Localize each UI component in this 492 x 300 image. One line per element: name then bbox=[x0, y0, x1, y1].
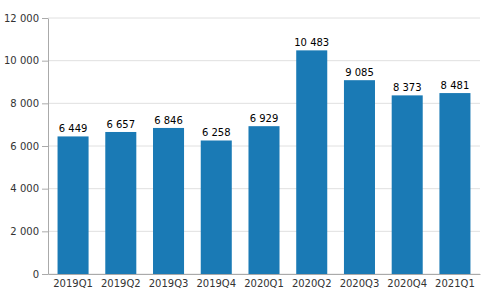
x-tick: 2019Q3 bbox=[149, 278, 189, 289]
bar bbox=[105, 132, 136, 274]
bars bbox=[58, 50, 471, 274]
data-label: 6 846 bbox=[154, 115, 183, 126]
bar bbox=[153, 128, 184, 274]
x-tick-label: 2019Q4 bbox=[196, 278, 236, 289]
bar bbox=[296, 50, 327, 274]
grid-line bbox=[48, 18, 480, 19]
bar bbox=[248, 126, 279, 274]
y-tick-mark bbox=[42, 274, 48, 275]
x-tick: 2019Q1 bbox=[53, 278, 93, 289]
data-label: 8 373 bbox=[393, 82, 422, 93]
x-tick: 2020Q1 bbox=[244, 278, 284, 289]
bar bbox=[201, 140, 232, 274]
y-tick: 8 000 bbox=[10, 98, 48, 109]
x-tick: 2019Q2 bbox=[101, 278, 141, 289]
bar bbox=[344, 80, 375, 274]
x-tick: 2020Q4 bbox=[387, 278, 427, 289]
data-label: 10 483 bbox=[294, 37, 329, 48]
x-tick-label: 2020Q2 bbox=[292, 278, 332, 289]
x-tick: 2019Q4 bbox=[196, 278, 236, 289]
bar bbox=[392, 95, 423, 274]
y-axis-line bbox=[48, 19, 49, 275]
y-tick: 4 000 bbox=[10, 183, 48, 194]
y-tick-label: 10 000 bbox=[4, 55, 39, 66]
x-tick-label: 2020Q4 bbox=[387, 278, 427, 289]
bar bbox=[439, 93, 470, 274]
bar bbox=[58, 136, 89, 274]
x-tick-label: 2021Q1 bbox=[435, 278, 475, 289]
x-axis: 2019Q1 2019Q2 2019Q3 2019Q4 2020Q1 2020Q2 2020… bbox=[49, 275, 481, 290]
data-label: 6 929 bbox=[250, 113, 279, 124]
x-tick-label: 2019Q2 bbox=[101, 278, 141, 289]
x-tick-label: 2019Q1 bbox=[53, 278, 93, 289]
y-tick-mark bbox=[42, 189, 48, 190]
chart-svg: 02 0004 0006 0008 00010 00012 0002019Q12… bbox=[0, 0, 492, 300]
y-tick-mark bbox=[42, 231, 48, 232]
data-label: 6 258 bbox=[202, 127, 231, 138]
y-tick-label: 8 000 bbox=[10, 98, 39, 109]
y-tick-mark bbox=[42, 18, 48, 19]
x-axis-line bbox=[49, 274, 481, 275]
data-labels: 6 449 6 657 6 846 6 258 6 929 10 483 9 085 8 37… bbox=[59, 37, 470, 138]
data-label: 9 085 bbox=[345, 67, 374, 78]
y-tick-mark bbox=[42, 61, 48, 62]
y-tick: 12 000 bbox=[4, 13, 48, 24]
x-tick-label: 2020Q1 bbox=[244, 278, 284, 289]
data-label: 6 449 bbox=[59, 123, 88, 134]
y-tick-mark bbox=[42, 103, 48, 104]
x-tick: 2021Q1 bbox=[435, 278, 475, 289]
data-label: 8 481 bbox=[441, 80, 470, 91]
y-tick: 2 000 bbox=[10, 226, 48, 237]
data-label: 6 657 bbox=[106, 119, 135, 130]
chart-container: 02 0004 0006 0008 00010 00012 0002019Q12… bbox=[0, 0, 492, 300]
y-tick: 6 000 bbox=[10, 141, 48, 152]
y-tick-label: 12 000 bbox=[4, 13, 39, 24]
y-tick: 0 bbox=[33, 269, 48, 280]
x-tick: 2020Q2 bbox=[292, 278, 332, 289]
y-tick: 10 000 bbox=[4, 55, 48, 66]
x-tick-label: 2020Q3 bbox=[340, 278, 380, 289]
grid-line bbox=[48, 60, 480, 61]
plot-area: 02 0004 0006 0008 00010 00012 0002019Q12… bbox=[4, 13, 481, 289]
y-tick-label: 2 000 bbox=[10, 226, 39, 237]
y-tick-label: 0 bbox=[33, 269, 39, 280]
grid bbox=[48, 18, 480, 274]
y-axis: 0 2 000 4 000 6 000 8 000 10 000 12 000 bbox=[4, 13, 49, 280]
x-tick-label: 2019Q3 bbox=[149, 278, 189, 289]
y-tick-mark bbox=[42, 146, 48, 147]
y-tick-label: 4 000 bbox=[10, 183, 39, 194]
y-tick-label: 6 000 bbox=[10, 141, 39, 152]
x-tick: 2020Q3 bbox=[340, 278, 380, 289]
